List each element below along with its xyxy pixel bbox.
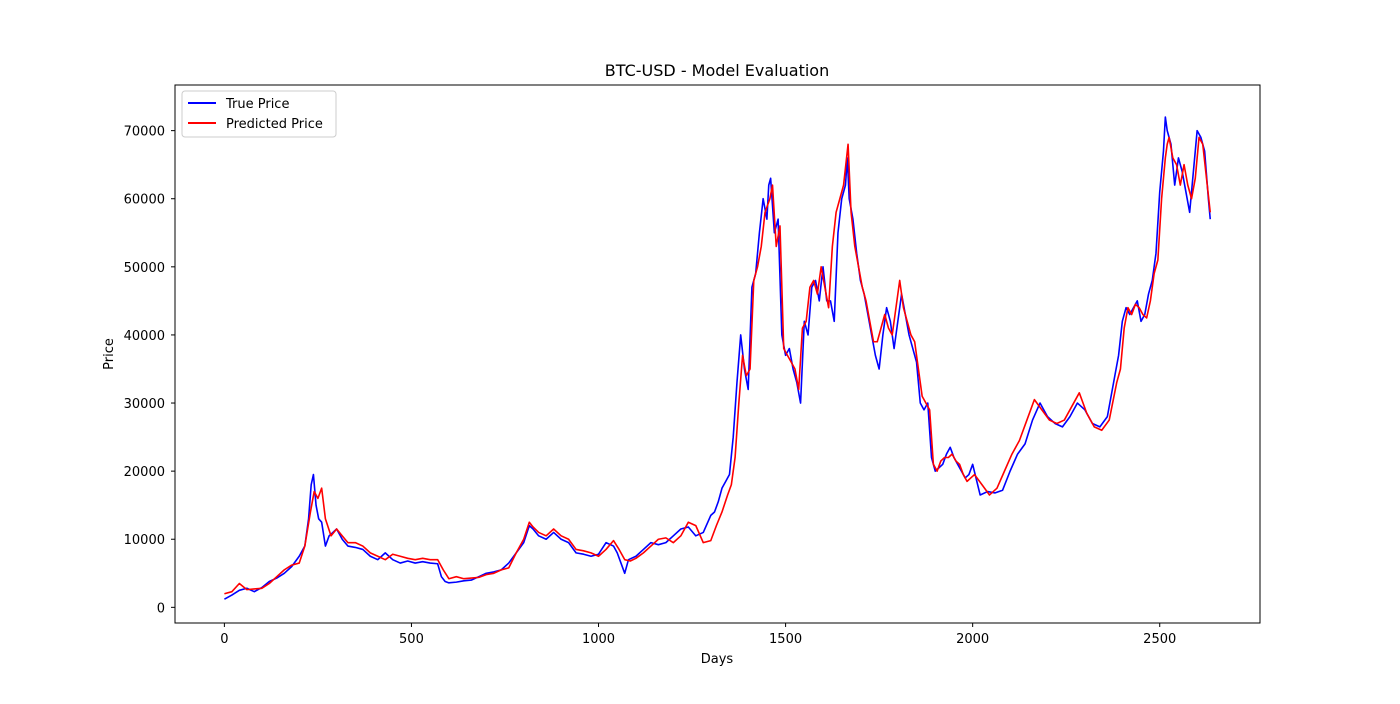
y-tick-label: 50000 [124, 261, 165, 276]
x-tick-label: 2000 [956, 632, 989, 647]
plot-frame [174, 84, 1261, 624]
y-tick-label: 10000 [124, 533, 165, 548]
series-line-true-price [224, 116, 1212, 600]
legend-label-true-price: True Price [225, 97, 289, 112]
x-tick-label: 500 [399, 632, 424, 647]
chart-title: BTC-USD - Model Evaluation [605, 61, 829, 80]
legend-label-predicted-price: Predicted Price [226, 117, 323, 132]
plot-lines [224, 116, 1212, 600]
y-tick-label: 70000 [124, 125, 165, 140]
legend: True Price Predicted Price [181, 90, 337, 138]
x-axis-ticks: 0 500 1000 1500 2000 2500 [220, 623, 1176, 647]
x-tick-label: 2500 [1143, 632, 1176, 647]
legend-box [181, 90, 337, 138]
x-tick-label: 1000 [582, 632, 615, 647]
x-tick-label: 0 [220, 632, 228, 647]
y-tick-label: 0 [157, 601, 165, 616]
x-axis-label: Days [701, 652, 734, 667]
y-tick-label: 40000 [124, 329, 165, 344]
y-tick-label: 60000 [124, 193, 165, 208]
x-tick-label: 1500 [769, 632, 802, 647]
y-tick-label: 20000 [124, 465, 165, 480]
y-axis-label: Price [102, 338, 117, 370]
series-line-predicted-price [224, 136, 1212, 595]
y-tick-label: 30000 [124, 397, 165, 412]
y-axis-ticks: 0 10000 20000 30000 40000 50000 60000 70000 [124, 125, 175, 616]
